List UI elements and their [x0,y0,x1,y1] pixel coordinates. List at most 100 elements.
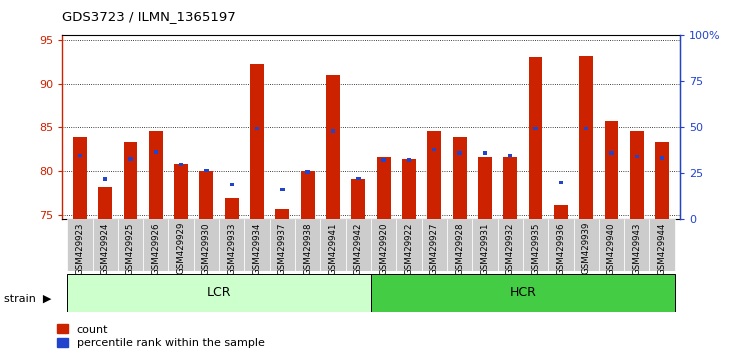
Bar [103,177,107,181]
Bar [230,183,234,186]
Bar [660,156,664,160]
Text: LCR: LCR [207,286,231,299]
Bar [402,159,416,219]
Bar [225,199,239,219]
Text: GSM429923: GSM429923 [75,222,84,275]
Text: strain  ▶: strain ▶ [4,294,51,304]
Bar [371,274,675,312]
Bar [452,137,466,219]
Bar [609,151,614,155]
Text: GSM429925: GSM429925 [126,222,135,275]
Bar [458,151,462,155]
Text: GSM429924: GSM429924 [101,222,110,275]
Bar [326,75,340,219]
Bar [77,154,82,157]
Bar [579,56,593,219]
Bar [352,179,366,219]
Text: GSM429928: GSM429928 [455,222,464,275]
Bar [306,171,310,174]
Bar [356,177,360,180]
Bar [534,127,538,130]
Bar [382,158,386,161]
Bar [280,188,284,192]
Text: GSM429941: GSM429941 [328,222,338,275]
Bar [255,127,260,130]
Bar [406,158,411,161]
Text: GSM429938: GSM429938 [303,222,312,275]
Bar [630,131,644,219]
Bar [478,157,492,219]
Bar [508,154,512,157]
Bar [295,219,320,271]
Text: GSM429926: GSM429926 [151,222,160,275]
Text: GSM429932: GSM429932 [506,222,515,275]
Bar [204,169,208,172]
Bar [428,131,442,219]
Bar [149,131,163,219]
Text: GSM429937: GSM429937 [278,222,287,275]
Bar [67,219,93,271]
Text: GSM429922: GSM429922 [404,222,414,275]
Bar [447,219,472,271]
Bar [219,219,244,271]
Text: HCR: HCR [510,286,537,299]
Bar [523,219,548,271]
Bar [168,219,194,271]
Bar [346,219,371,271]
Text: GSM429944: GSM429944 [658,222,667,275]
Text: GDS3723 / ILMN_1365197: GDS3723 / ILMN_1365197 [62,10,236,23]
Bar [498,219,523,271]
Text: GSM429930: GSM429930 [202,222,211,275]
Bar [574,219,599,271]
Bar [244,219,270,271]
Bar [179,162,183,166]
Text: GSM429943: GSM429943 [632,222,641,275]
Text: GSM429936: GSM429936 [556,222,565,275]
Bar [548,219,574,271]
Bar [143,219,168,271]
Bar [331,129,336,133]
Bar [174,164,188,219]
Text: GSM429933: GSM429933 [227,222,236,275]
Text: GSM429942: GSM429942 [354,222,363,275]
Text: GSM429939: GSM429939 [582,222,591,274]
Text: GSM429927: GSM429927 [430,222,439,275]
Bar [605,121,618,219]
Bar [200,171,213,219]
Bar [529,57,542,219]
Bar [635,155,639,158]
Text: GSM429934: GSM429934 [253,222,262,275]
Bar [124,142,137,219]
Legend: count, percentile rank within the sample: count, percentile rank within the sample [57,324,265,348]
Bar [154,150,158,154]
Bar [371,219,396,271]
Bar [376,157,390,219]
Text: GSM429931: GSM429931 [480,222,489,275]
Bar [194,219,219,271]
Text: GSM429929: GSM429929 [177,222,186,274]
Bar [270,219,295,271]
Bar [503,157,517,219]
Text: GSM429920: GSM429920 [379,222,388,275]
Text: GSM429935: GSM429935 [531,222,540,275]
Bar [73,137,87,219]
Bar [432,148,436,151]
Bar [320,219,346,271]
Bar [396,219,422,271]
Bar [649,219,675,271]
Bar [93,219,118,271]
Bar [422,219,447,271]
Text: GSM429940: GSM429940 [607,222,616,275]
Bar [482,151,487,155]
Bar [584,127,588,130]
Bar [98,187,112,219]
Bar [128,157,133,161]
Bar [472,219,498,271]
Bar [67,274,371,312]
Bar [554,205,568,219]
Bar [276,209,289,219]
Bar [300,171,314,219]
Bar [599,219,624,271]
Bar [118,219,143,271]
Bar [250,64,264,219]
